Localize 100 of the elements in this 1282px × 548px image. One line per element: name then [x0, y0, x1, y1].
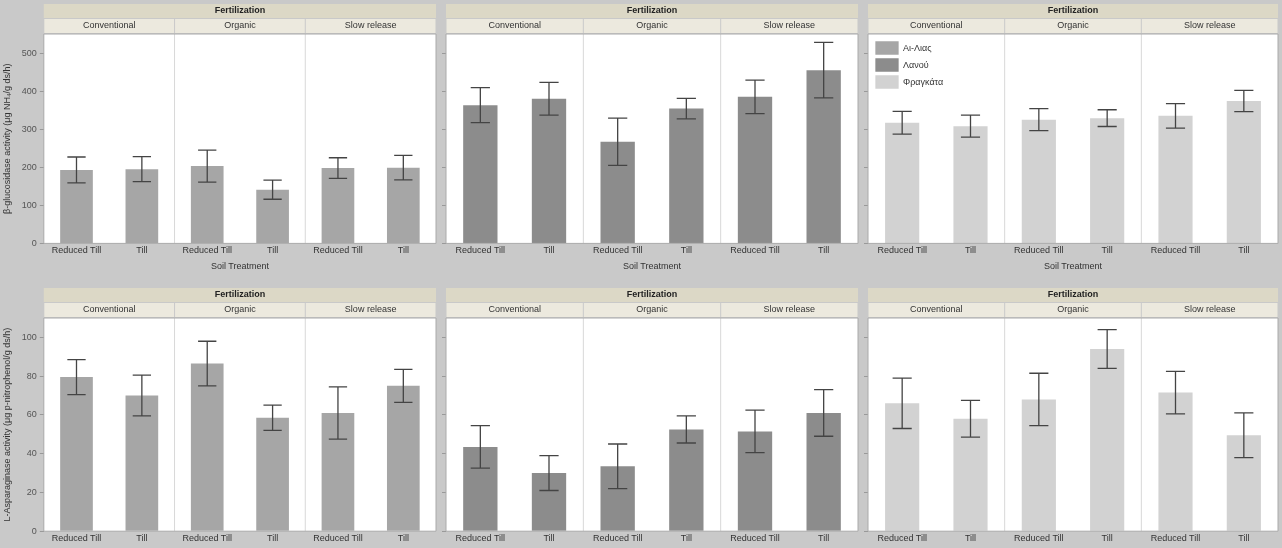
bar [1090, 349, 1125, 531]
text: Slow release [763, 304, 816, 315]
legend-label: Λανού [903, 59, 929, 70]
x-tick-label: Reduced Till [877, 245, 927, 256]
y-tick-label: 20 [26, 486, 37, 497]
y-tick-label: 100 [21, 331, 37, 342]
y-axis-title: β-glucosidase activity (μg NH₄/g ds/h) [1, 63, 12, 214]
y-tick-label: 100 [21, 199, 37, 210]
x-tick-label: Till [136, 533, 148, 544]
y-tick-label: 400 [21, 85, 37, 96]
x-tick-label: Till [1238, 245, 1250, 256]
x-tick-label: Till [964, 245, 977, 256]
bar [669, 108, 704, 243]
bar [1158, 115, 1193, 243]
x-tick-label: Till [964, 533, 977, 544]
chart-title: Fertilization [626, 5, 678, 16]
x-tick-label: Till [267, 245, 279, 256]
bar [531, 98, 567, 243]
x-tick-label: Reduced Till [455, 533, 506, 544]
bar [669, 429, 704, 531]
bar [1021, 399, 1056, 531]
chart-title: Fertilization [1047, 5, 1099, 16]
bar [953, 126, 988, 243]
chart-title: Fertilization [214, 289, 266, 300]
x-tick-label: Till [267, 533, 279, 544]
bar [531, 473, 567, 531]
y-tick-label: 200 [21, 161, 37, 172]
y-tick-label: 80 [26, 370, 37, 381]
x-tick-label: Reduced Till [51, 245, 102, 256]
bar [1158, 392, 1193, 531]
chart-title: Fertilization [214, 5, 266, 16]
bar [885, 122, 920, 243]
text: Slow release [1183, 304, 1236, 315]
bar [1226, 435, 1261, 531]
bar [1090, 118, 1125, 243]
y-axis-title: L-Asparaginase activity (μg p-nitrophenol/g ds/h) [1, 327, 12, 522]
x-tick-label: Till [397, 533, 409, 544]
text: Organic [224, 304, 257, 315]
x-axis-title: Soil Treatment [1043, 261, 1103, 272]
bar [1021, 119, 1056, 243]
y-tick-label: 500 [21, 47, 37, 58]
x-tick-label: Till [818, 533, 830, 544]
text: Organic [636, 304, 669, 315]
x-tick-label: Reduced Till [730, 533, 780, 544]
chart-title: Fertilization [1047, 289, 1099, 300]
text: Organic [636, 20, 669, 31]
x-tick-label: Reduced Till [877, 533, 927, 544]
text: Slow release [344, 20, 397, 31]
x-tick-label: Reduced Till [182, 533, 232, 544]
bar [885, 403, 920, 531]
y-tick-label: 300 [21, 123, 37, 134]
x-tick-label: Reduced Till [1150, 245, 1201, 256]
text: Conventional [82, 20, 136, 31]
x-tick-label: Till [1101, 245, 1113, 256]
x-tick-label: Reduced Till [455, 245, 506, 256]
bar [737, 96, 773, 243]
text: Organic [1057, 304, 1090, 315]
x-tick-label: Reduced Till [1150, 533, 1201, 544]
x-tick-label: Till [543, 245, 555, 256]
bar [953, 418, 988, 531]
y-tick-label: 60 [26, 409, 37, 420]
x-tick-label: Reduced Till [182, 245, 232, 256]
text: Conventional [488, 304, 541, 315]
x-tick-label: Till [680, 533, 692, 544]
x-tick-label: Reduced Till [313, 245, 363, 256]
text: Conventional [910, 20, 963, 31]
text: Organic [224, 20, 257, 31]
x-tick-label: Reduced Till [1014, 245, 1064, 256]
legend-label: Αι-Λιας [903, 42, 933, 53]
x-tick-label: Till [397, 245, 409, 256]
x-tick-label: Reduced Till [313, 533, 363, 544]
x-tick-label: Reduced Till [592, 533, 643, 544]
bar [600, 141, 635, 243]
x-tick-label: Reduced Till [51, 533, 102, 544]
text: Slow release [1183, 20, 1236, 31]
bar [1226, 101, 1261, 243]
bar [463, 105, 498, 243]
bar [463, 446, 498, 531]
x-tick-label: Reduced Till [592, 245, 643, 256]
x-tick-label: Till [1101, 533, 1113, 544]
x-tick-label: Reduced Till [1014, 533, 1064, 544]
bar [600, 466, 635, 531]
x-tick-label: Till [818, 245, 830, 256]
y-tick-label: 0 [31, 237, 37, 248]
x-tick-label: Till [680, 245, 692, 256]
text: Conventional [82, 304, 136, 315]
text: Organic [1057, 20, 1090, 31]
legend-label: Φραγκάτα [903, 76, 944, 87]
y-tick-label: 0 [31, 525, 37, 536]
bar [737, 431, 773, 531]
x-tick-label: Till [543, 533, 555, 544]
text: Slow release [344, 304, 397, 315]
x-tick-label: Till [136, 245, 148, 256]
x-axis-title: Soil Treatment [210, 261, 270, 272]
text: Conventional [910, 304, 963, 315]
x-axis-title: Soil Treatment [622, 261, 682, 272]
chart-title: Fertilization [626, 289, 678, 300]
text: Conventional [488, 20, 541, 31]
y-tick-label: 40 [26, 448, 37, 459]
x-tick-label: Reduced Till [730, 245, 780, 256]
